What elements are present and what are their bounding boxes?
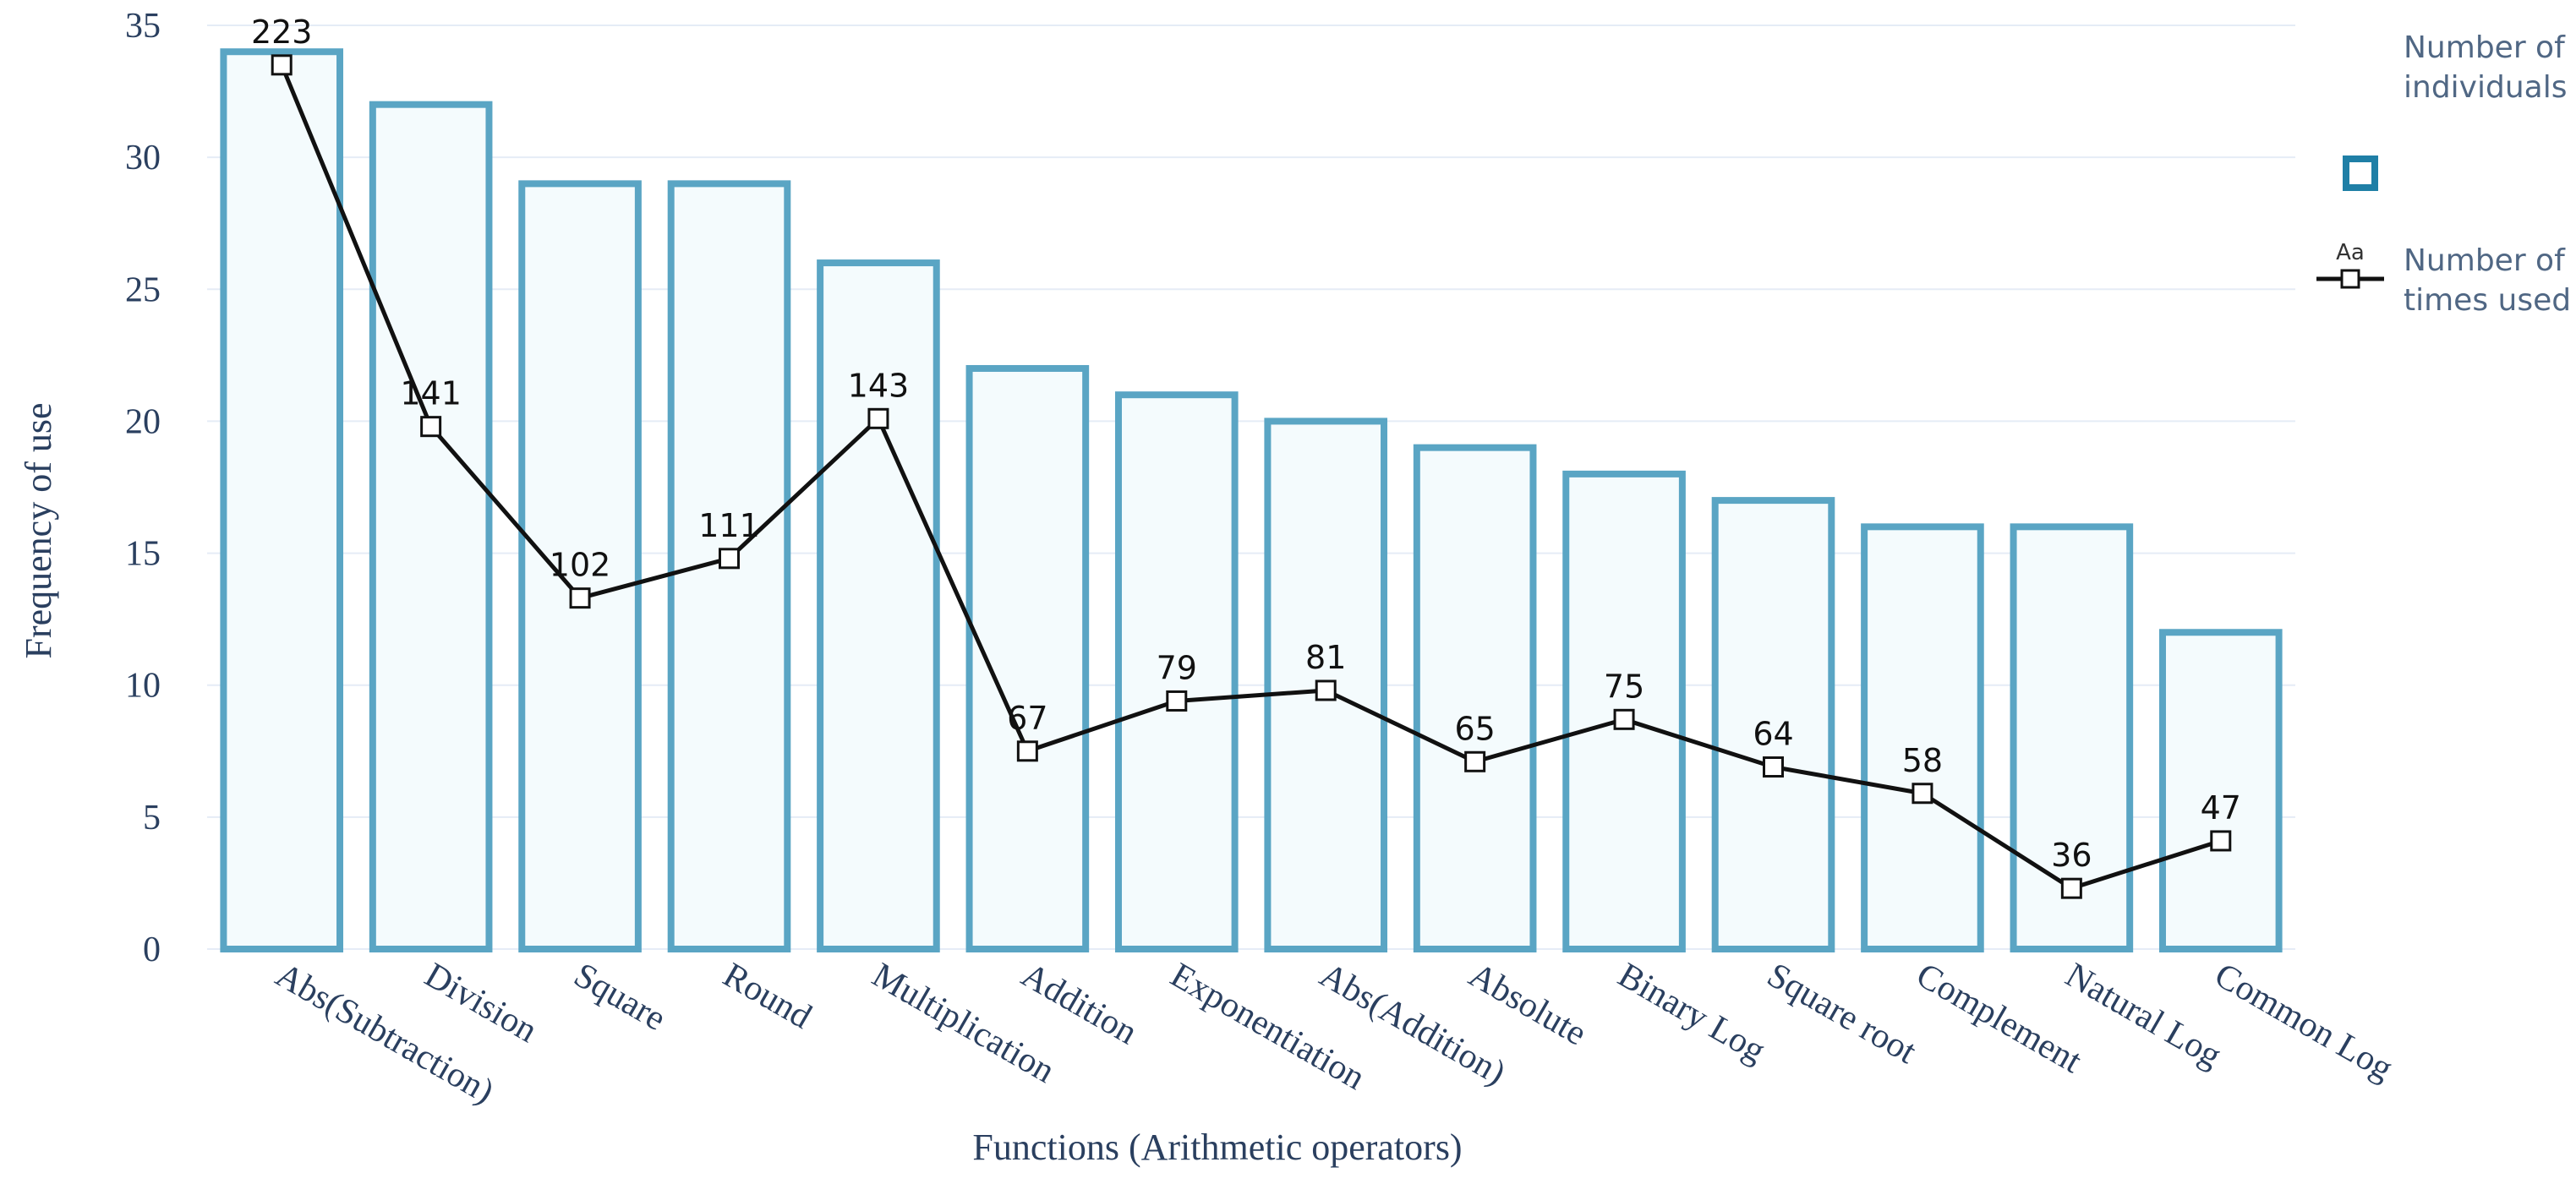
y-tick-label: 10	[125, 667, 161, 706]
line-marker	[1166, 690, 1188, 712]
x-tick-label: Common Log	[2208, 956, 2399, 1089]
data-label: 58	[1902, 742, 1943, 779]
line-marker	[719, 548, 740, 570]
data-label: 64	[1753, 716, 1793, 753]
x-tick-label: Natural Log	[2059, 956, 2228, 1076]
line-marker	[1911, 783, 1933, 805]
x-tick-label: Complement	[1910, 956, 2088, 1081]
bar	[2158, 629, 2283, 952]
line-marker	[420, 416, 442, 438]
bar	[1861, 523, 1984, 952]
data-label: 102	[550, 547, 611, 584]
bar	[1413, 444, 1537, 952]
line-series: 223 141 102 111 143 67 79 81 65 75 64 58 36 47	[251, 14, 2241, 899]
line-marker	[1315, 679, 1337, 701]
data-label: 141	[400, 375, 462, 412]
legend-bar-label-2: individuals	[2404, 70, 2567, 105]
y-axis-ticks: 0 5 10 15 20 25 30 35	[125, 7, 161, 969]
legend-line-label-2: times used	[2404, 283, 2571, 318]
line-marker	[1763, 756, 1784, 778]
data-label: 111	[698, 507, 760, 544]
legend: Number of individuals Aa Number of times…	[2316, 30, 2571, 318]
legend-bar-label-1: Number of	[2404, 30, 2566, 65]
y-tick-label: 5	[143, 799, 161, 838]
y-tick-label: 0	[143, 930, 161, 969]
x-axis-ticks: Abs(Subtraction)Division Square Round Multi…	[269, 956, 2399, 1111]
bar	[1711, 497, 1835, 952]
line-marker	[1464, 750, 1486, 772]
data-label: 79	[1157, 649, 1197, 686]
line-marker	[1613, 708, 1635, 730]
bar	[1114, 391, 1239, 952]
line-marker	[1016, 740, 1038, 762]
x-tick-label: Square	[567, 956, 672, 1039]
data-label: 223	[251, 14, 313, 51]
data-label: 36	[2051, 837, 2092, 874]
line-marker	[2060, 877, 2082, 899]
data-label: 67	[1007, 700, 1047, 737]
legend-line-marker	[2340, 269, 2360, 289]
bar	[220, 48, 344, 953]
y-tick-label: 15	[125, 535, 161, 574]
y-axis-title: Frequency of use	[18, 402, 59, 658]
x-tick-label: Square root	[1761, 956, 1923, 1072]
series-line	[279, 63, 2222, 891]
x-tick-label: Addition	[1015, 956, 1143, 1053]
legend-line-label-1: Number of	[2404, 243, 2566, 278]
y-tick-label: 35	[125, 7, 161, 46]
legend-line-symbol-text: Aa	[2336, 240, 2365, 265]
x-tick-label: Absolute	[1463, 956, 1593, 1054]
y-tick-label: 20	[125, 402, 161, 441]
x-tick-label: Round	[717, 956, 818, 1037]
x-axis-title: Functions (Arithmetic operators)	[972, 1127, 1462, 1168]
line-marker	[867, 407, 889, 429]
bar	[518, 180, 642, 953]
line-marker	[2210, 830, 2232, 852]
line-marker	[271, 54, 293, 76]
y-tick-label: 25	[125, 270, 161, 309]
data-label: 143	[848, 367, 910, 404]
bar	[369, 101, 493, 952]
legend-bar-swatch	[2343, 156, 2378, 191]
y-tick-label: 30	[125, 139, 161, 177]
bar	[965, 364, 1090, 952]
data-label: 47	[2201, 789, 2241, 827]
bar	[817, 259, 940, 952]
line-marker	[569, 587, 591, 609]
x-tick-label: Division	[418, 956, 544, 1050]
x-tick-label: Binary Log	[1611, 956, 1772, 1071]
data-label: 81	[1305, 639, 1346, 676]
data-label: 65	[1454, 710, 1495, 747]
bar-series	[220, 48, 2283, 953]
data-label: 75	[1604, 668, 1644, 705]
